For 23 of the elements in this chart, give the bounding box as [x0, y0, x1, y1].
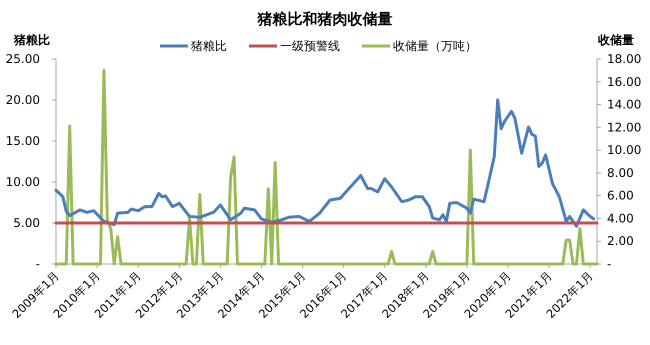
y-tick-label: 10.00: [6, 175, 40, 189]
y2-tick-label: 18.00: [607, 52, 642, 66]
y2-tick-label: -: [607, 257, 612, 271]
y2-tick-label: 12.00: [607, 120, 642, 134]
y-tick-label: -: [36, 257, 40, 271]
line-series: [54, 98, 596, 228]
legend-label: 猪粮比: [191, 39, 227, 53]
legend-label: 收储量（万吨）: [393, 39, 477, 53]
y2-tick-label: 14.00: [607, 98, 642, 112]
y2-tick-label: 6.00: [607, 188, 634, 203]
chart-title: 猪粮比和猪肉收储量: [256, 10, 392, 28]
y-tick-label: 15.00: [6, 134, 40, 148]
legend-label: 一级预警线: [280, 39, 340, 53]
y-tick-label: 5.00: [13, 216, 40, 230]
y-axis-title: 猪粮比: [13, 33, 50, 47]
y-tick-label: 20.00: [6, 93, 40, 107]
y2-axis-title: 收储量: [598, 33, 634, 47]
y2-tick-label: 10.00: [607, 143, 642, 158]
y2-tick-label: 16.00: [607, 74, 642, 89]
y-tick-label: 25.00: [6, 52, 40, 66]
y2-tick-label: 4.00: [607, 211, 634, 226]
y2-tick-label: 2.00: [607, 234, 634, 248]
y2-tick-label: 8.00: [607, 166, 634, 180]
